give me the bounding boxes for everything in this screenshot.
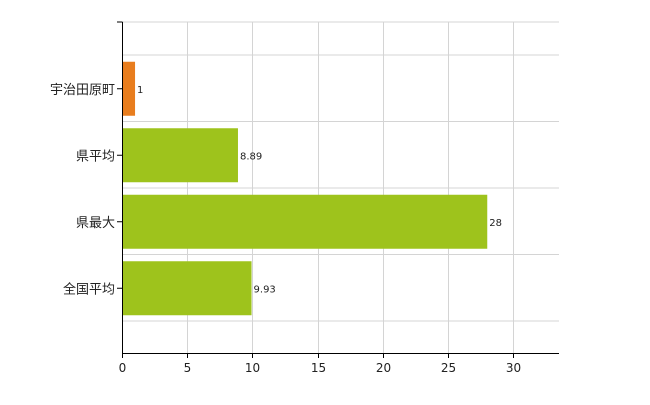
category-label: 宇治田原町 (50, 83, 115, 98)
x-tick-label: 0 (119, 361, 127, 375)
data-label: 9.93 (254, 284, 276, 295)
bar-1 (123, 128, 238, 183)
category-label: 県平均 (76, 149, 115, 164)
gridlines (122, 21, 559, 353)
category-label: 全国平均 (63, 281, 115, 297)
bar-2 (123, 194, 488, 249)
x-tick-label: 10 (245, 361, 260, 375)
category-label: 県最大 (76, 216, 115, 231)
data-label: 8.89 (240, 151, 262, 162)
data-label: 28 (489, 218, 502, 229)
x-tick-label: 15 (311, 361, 326, 375)
axes (117, 21, 559, 358)
bars (123, 61, 488, 316)
data-label: 1 (137, 85, 143, 96)
bar-3 (123, 261, 252, 316)
labels: 0 5 10 15 20 25 30 宇治田原町 1 県平均 8.89 県最大 28 全国平均 9.93 (50, 83, 521, 375)
x-tick-label: 25 (441, 361, 456, 375)
bar-0 (123, 61, 136, 116)
x-tick-label: 20 (376, 361, 391, 375)
x-tick-label: 5 (184, 361, 192, 375)
x-tick-label: 30 (506, 361, 521, 375)
